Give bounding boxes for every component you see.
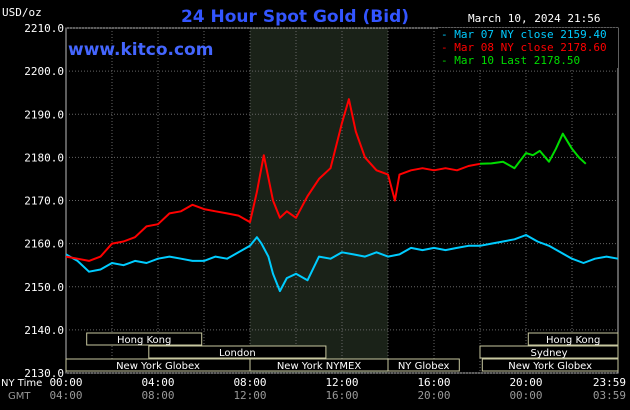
session-label: New York NYMEX	[277, 361, 362, 372]
session-label: New York Globex	[508, 361, 592, 372]
x-tick-label-gmt: 04:00	[49, 389, 82, 402]
x-tick-label-ny: 12:00	[325, 376, 358, 389]
y-tick-label: 2130.0	[24, 367, 64, 380]
x-tick-label-ny: 16:00	[417, 376, 450, 389]
y-tick-label: 2180.0	[24, 151, 64, 164]
x-row-label-ny: NY Time	[1, 378, 42, 389]
y-tick-label: 2150.0	[24, 281, 64, 294]
legend-entry: - Mar 07 NY close 2159.40	[441, 28, 607, 41]
y-tick-label: 2210.0	[24, 22, 64, 35]
session-bar	[479, 345, 619, 359]
x-tick-label-gmt: 03:59	[593, 389, 626, 402]
legend-entry: - Mar 08 NY close 2178.60	[441, 41, 607, 54]
session-label: Hong Kong	[117, 335, 171, 346]
x-tick-label-gmt: 08:00	[141, 389, 174, 402]
legend-entry: - Mar 10 Last 2178.50	[441, 54, 580, 67]
x-row-label-gmt: GMT	[8, 391, 31, 402]
x-tick-label-gmt: 20:00	[417, 389, 450, 402]
y-tick-label: 2200.0	[24, 65, 64, 78]
x-tick-label-ny: 20:00	[509, 376, 542, 389]
series-line-1	[65, 234, 619, 293]
session-label: New York Globex	[116, 361, 200, 372]
timestamp: March 10, 2024 21:56	[468, 12, 600, 25]
y-tick-label: 2160.0	[24, 238, 64, 251]
session-bar	[148, 345, 327, 359]
x-tick-label-gmt: 00:00	[509, 389, 542, 402]
y-tick-label: 2190.0	[24, 108, 64, 121]
session-bar	[527, 332, 619, 346]
session-label: London	[219, 348, 256, 359]
chart-title: 24 Hour Spot Gold (Bid)	[181, 7, 409, 27]
y-unit-label: USD/oz	[2, 6, 42, 19]
series-line-3	[479, 132, 587, 170]
session-bar	[86, 332, 203, 346]
x-tick-label-gmt: 16:00	[325, 389, 358, 402]
x-tick-label-ny: 08:00	[233, 376, 266, 389]
watermark: www.kitco.com	[68, 40, 213, 60]
series-line-2	[65, 98, 481, 262]
session-bar	[481, 358, 619, 372]
x-tick-label-ny: 00:00	[49, 376, 82, 389]
legend-box	[438, 28, 618, 68]
x-tick-label-gmt: 12:00	[233, 389, 266, 402]
y-tick-label: 2170.0	[24, 195, 64, 208]
session-label: Hong Kong	[546, 335, 600, 346]
session-bar	[387, 358, 460, 372]
x-tick-label-ny: 04:00	[141, 376, 174, 389]
session-label: Sydney	[530, 348, 567, 359]
x-tick-label-ny: 23:59	[593, 376, 626, 389]
session-label: NY Globex	[398, 361, 450, 372]
y-tick-label: 2140.0	[24, 324, 64, 337]
